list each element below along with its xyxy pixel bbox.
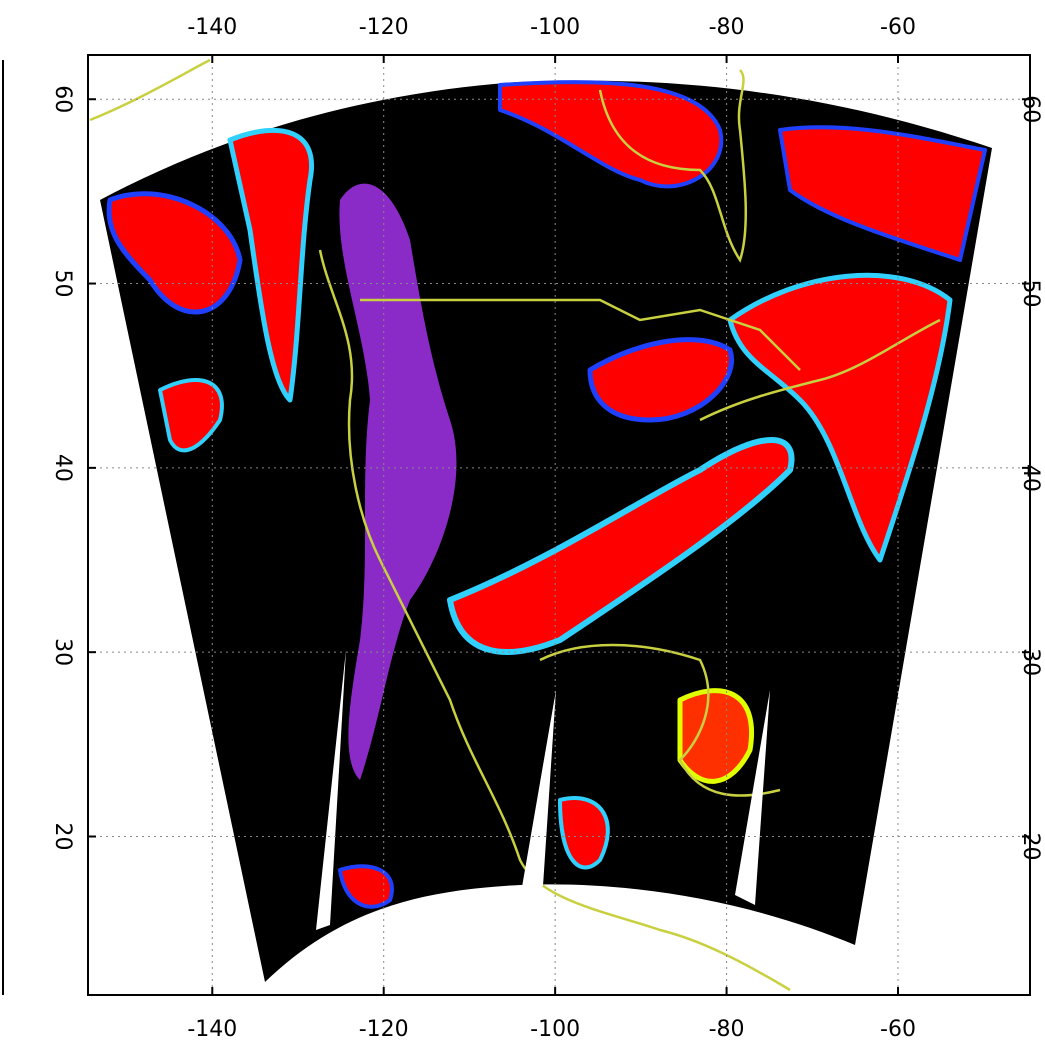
x-tick-label: -100 <box>530 15 580 40</box>
x-tick-label: -80 <box>709 15 745 40</box>
x-tick-label: -140 <box>187 1017 237 1042</box>
x-tick-label: -100 <box>530 1017 580 1042</box>
x-tick-label: -120 <box>359 15 409 40</box>
x-tick-label: -120 <box>359 1017 409 1042</box>
map: -140-140-120-120-100-100-80-80-60-602020… <box>0 0 1045 1054</box>
y-tick-label: 60 <box>50 85 75 113</box>
cloud <box>680 691 752 782</box>
x-tick-label: -80 <box>709 1017 745 1042</box>
x-tick-label: -60 <box>880 1017 916 1042</box>
x-tick-label: -60 <box>880 15 916 40</box>
y-tick-label: 20 <box>50 822 75 850</box>
y-tick-label: 40 <box>50 454 75 482</box>
y-tick-label: 50 <box>50 270 75 298</box>
y-tick-label: 30 <box>50 638 75 666</box>
x-tick-label: -140 <box>187 15 237 40</box>
